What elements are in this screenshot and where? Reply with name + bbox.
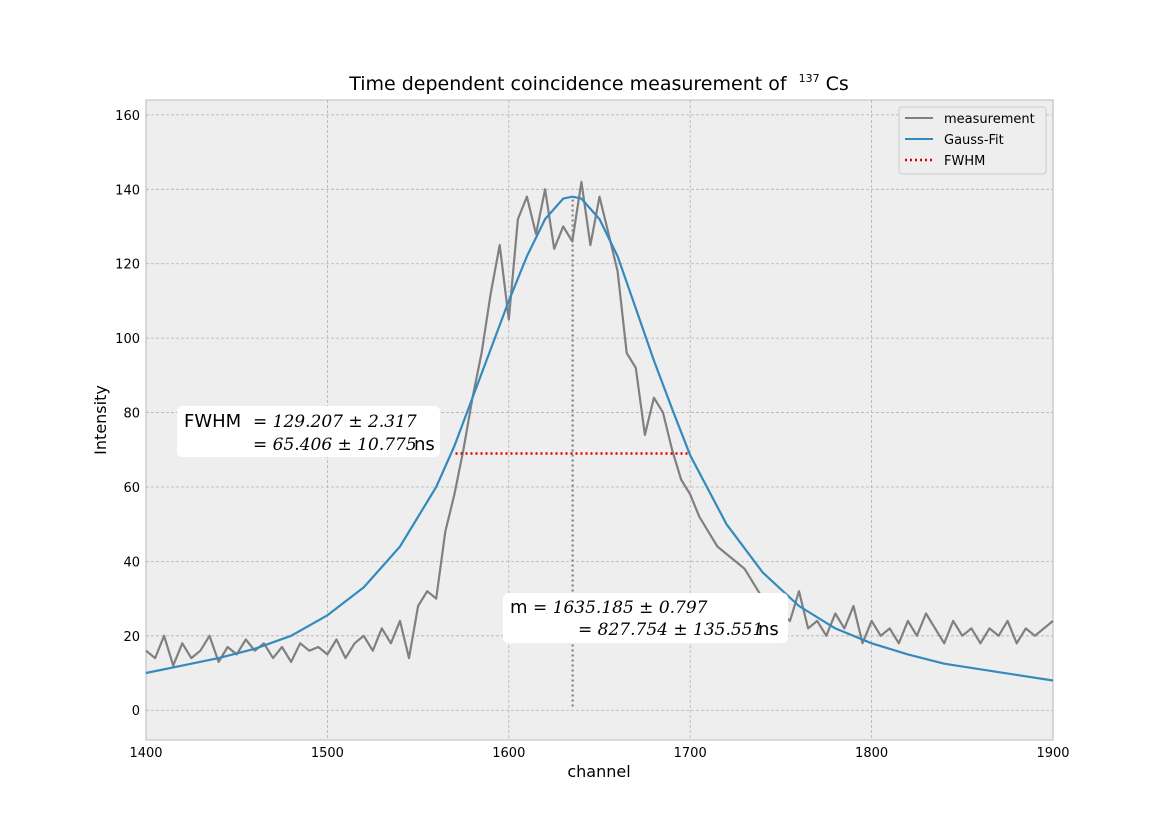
fwhm-annotation-label: FWHM <box>184 411 241 432</box>
chart-title: Time dependent coincidence measurement o… <box>348 65 849 95</box>
chart-title-text: Time dependent coincidence measurement o… <box>348 73 788 95</box>
legend-measurement-label: measurement <box>944 112 1035 127</box>
mean-annotation: m = 1635.185 ± 0.797 = 827.754 ± 135.551… <box>503 593 788 643</box>
fwhm-annotation-line2: = 65.406 ± 10.775 <box>253 435 417 455</box>
x-tick-label: 1900 <box>1036 746 1069 761</box>
fwhm-annotation-unit: ns <box>414 434 435 455</box>
x-axis-ticks: 1400 1500 1600 1700 1800 1900 <box>129 746 1069 761</box>
chart-title-isotope-superscript: 137 <box>799 72 820 85</box>
y-axis-label: Intensity <box>91 385 110 455</box>
y-tick-label: 0 <box>132 704 140 719</box>
mean-annotation-label: m <box>510 597 528 618</box>
y-tick-label: 20 <box>123 630 140 645</box>
y-tick-label: 80 <box>123 407 140 422</box>
legend-fit-label: Gauss-Fit <box>944 133 1004 148</box>
mean-annotation-line2: = 827.754 ± 135.551 <box>578 620 763 640</box>
chart-title-isotope-symbol: Cs <box>826 73 849 95</box>
y-tick-label: 140 <box>115 183 140 198</box>
x-tick-label: 1500 <box>311 746 344 761</box>
legend: measurement Gauss-Fit FWHM <box>898 106 1047 175</box>
y-tick-label: 100 <box>115 332 140 347</box>
x-tick-label: 1800 <box>855 746 888 761</box>
series-group <box>145 180 1054 707</box>
mean-annotation-unit: ns <box>758 619 779 640</box>
x-tick-label: 1400 <box>129 746 162 761</box>
x-tick-label: 1700 <box>674 746 707 761</box>
x-tick-label: 1600 <box>492 746 525 761</box>
y-tick-label: 60 <box>123 481 140 496</box>
fwhm-annotation-line1: = 129.207 ± 2.317 <box>253 412 417 432</box>
y-axis-ticks: 0 20 40 60 80 100 120 140 160 <box>115 109 140 719</box>
y-tick-label: 120 <box>115 258 140 273</box>
legend-box <box>898 106 1047 175</box>
x-axis-label: channel <box>567 762 630 781</box>
fwhm-annotation: FWHM = 129.207 ± 2.317 = 65.406 ± 10.775… <box>177 406 440 457</box>
legend-fwhm-label: FWHM <box>944 154 985 169</box>
mean-annotation-box <box>503 593 788 643</box>
mean-annotation-line1: = 1635.185 ± 0.797 <box>533 598 708 618</box>
fwhm-annotation-box <box>177 406 440 457</box>
gauss-fit-series-line <box>145 195 1054 682</box>
y-tick-label: 40 <box>123 555 140 570</box>
y-tick-label: 160 <box>115 109 140 124</box>
measurement-series-line <box>145 180 1054 667</box>
